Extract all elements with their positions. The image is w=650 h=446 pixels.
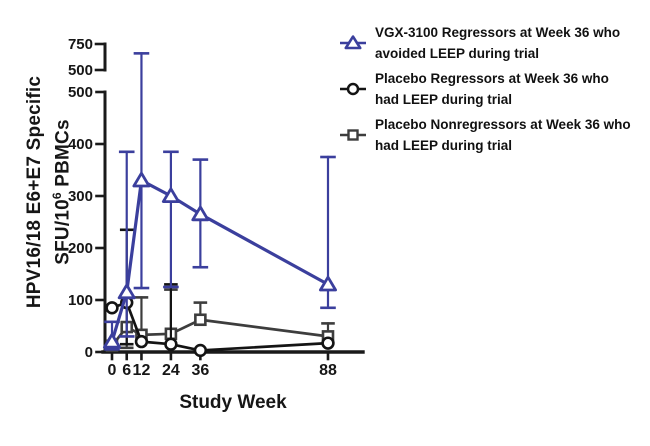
y-tick-label: 300 (68, 188, 93, 205)
x-tick-label: 88 (319, 362, 337, 379)
square-legend-icon (340, 129, 366, 141)
triangle-marker (117, 283, 136, 300)
square-marker (194, 313, 207, 327)
y-tick-label: 0 (85, 344, 93, 361)
triangle-marker (318, 275, 337, 292)
y-tick-label: 500 (68, 62, 93, 79)
triangle-marker (191, 205, 210, 222)
y-tick-label: 400 (68, 136, 93, 153)
y-axis-title-superscript: 6 (50, 192, 64, 200)
x-tick-label: 24 (162, 362, 180, 379)
triangle-marker (161, 187, 180, 204)
legend-label-line1: Placebo Nonregressors at Week 36 who (375, 117, 631, 132)
legend-item: Placebo Regressors at Week 36 who had LEE… (338, 68, 643, 110)
legend-label-line2: avoided LEEP during trial (375, 46, 540, 61)
legend-label: Placebo Nonregressors at Week 36 who had … (375, 114, 631, 156)
x-tick-label: 36 (191, 362, 209, 379)
legend-label-line2: had LEEP during trial (375, 138, 513, 153)
legend-item: Placebo Nonregressors at Week 36 who had … (338, 114, 643, 156)
legend-label: Placebo Regressors at Week 36 who had LEE… (375, 68, 609, 110)
chart-legend: VGX-3100 Regressors at Week 36 who avoide… (338, 22, 643, 160)
y-axis: 750 500 0 100 200 300 400 500 (68, 36, 107, 361)
x-axis-title: Study Week (179, 392, 287, 413)
y-axis-title: HPV16/18 E6+E7 Specific SFU/106 PBMCs (23, 32, 73, 352)
y-axis-title-line1: HPV16/18 E6+E7 Specific (24, 75, 45, 309)
circle-marker (164, 337, 178, 351)
triangle-marker (132, 171, 151, 188)
x-tick-label: 6 (122, 362, 131, 379)
x-axis: 0 6 12 24 36 88 (101, 350, 365, 379)
series-line (110, 178, 329, 343)
legend-label: VGX-3100 Regressors at Week 36 who avoide… (375, 22, 620, 64)
y-tick-label: 500 (68, 84, 93, 101)
triangle-marker (103, 332, 121, 349)
triangle-legend-icon (340, 35, 366, 50)
y-tick-label: 100 (68, 292, 93, 309)
y-axis-title-line2-pre: SFU/10 (52, 199, 74, 265)
circle-legend-icon (340, 82, 366, 96)
legend-label-line2: had LEEP during trial (375, 92, 513, 107)
legend-label-line1: Placebo Regressors at Week 36 who (375, 71, 609, 86)
series-triangle (103, 52, 337, 351)
circle-marker (321, 336, 335, 350)
legend-item: VGX-3100 Regressors at Week 36 who avoide… (338, 22, 643, 64)
x-tick-label: 12 (133, 362, 151, 379)
legend-label-line1: VGX-3100 Regressors at Week 36 who (375, 25, 621, 40)
y-axis-title-line2-post: PBMCs (52, 119, 74, 193)
circle-marker (105, 301, 119, 315)
y-tick-label: 200 (68, 240, 93, 257)
x-tick-label: 0 (108, 362, 117, 379)
circle-marker (193, 343, 208, 358)
y-tick-label: 750 (68, 36, 93, 53)
circle-marker (134, 334, 149, 349)
